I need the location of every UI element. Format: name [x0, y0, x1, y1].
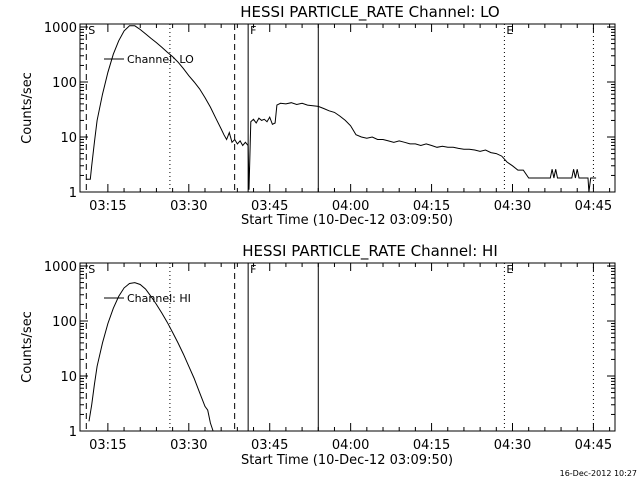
y-axis-ticks-hi: 1 10 100 1000 [44, 260, 615, 440]
y-tick-label: 1 [69, 425, 77, 440]
y-tick-label: 100 [52, 76, 77, 91]
y-tick-label: 1000 [44, 260, 77, 275]
x-tick-label: 03:15 [89, 199, 126, 214]
y-axis-label-lo: Counts/sec [20, 72, 35, 144]
y-tick-label: 10 [60, 370, 77, 385]
event-marker-label: F [250, 263, 256, 276]
legend-label-hi: Channel: HI [127, 292, 191, 305]
event-marker-label: S [88, 24, 95, 37]
legend-lo: Channel: LO [104, 53, 194, 66]
series-hi [88, 282, 214, 432]
x-tick-label: 03:30 [170, 438, 207, 453]
y-axis-ticks-lo: 1 10 100 1000 [44, 21, 615, 201]
x-tick-label: 04:45 [575, 438, 612, 453]
y-tick-label: 10 [60, 131, 77, 146]
chart-panel-lo: HESSI PARTICLE_RATE Channel: LO Counts/s… [20, 3, 616, 228]
x-tick-label: 04:30 [494, 438, 531, 453]
chart-title-hi: HESSI PARTICLE_RATE Channel: HI [242, 242, 498, 261]
chart-panel-hi: HESSI PARTICLE_RATE Channel: HI Counts/s… [20, 242, 616, 468]
event-marker-label: E [506, 24, 513, 37]
x-tick-label: 03:30 [170, 199, 207, 214]
x-axis-label-lo: Start Time (10-Dec-12 03:09:50) [241, 213, 453, 228]
series-line-lo [86, 25, 597, 193]
y-tick-label: 1000 [44, 21, 77, 36]
y-tick-label: 1 [69, 186, 77, 201]
series-line-hi [88, 282, 214, 432]
plot-frame-lo [79, 23, 616, 193]
event-marker-label: S [88, 263, 95, 276]
x-tick-label: 03:15 [89, 438, 126, 453]
x-tick-label: 04:30 [494, 199, 531, 214]
x-axis-label-hi: Start Time (10-Dec-12 03:09:50) [241, 453, 453, 468]
x-tick-label: 04:15 [413, 199, 450, 214]
x-axis-ticks-lo: 03:15 03:30 03:45 04:00 04:15 04:30 04:45 [89, 24, 612, 214]
x-tick-label: 03:45 [251, 199, 288, 214]
x-tick-label: 04:00 [332, 199, 369, 214]
x-tick-label: 04:45 [575, 199, 612, 214]
x-tick-label: 04:15 [413, 438, 450, 453]
chart-title-lo: HESSI PARTICLE_RATE Channel: LO [240, 3, 499, 22]
x-tick-label: 03:45 [251, 438, 288, 453]
footer-timestamp: 16-Dec-2012 10:27 [560, 469, 637, 478]
legend-hi: Channel: HI [104, 292, 191, 305]
legend-label-lo: Channel: LO [127, 53, 194, 66]
event-marker-label: E [506, 263, 513, 276]
event-marker-label: F [250, 24, 256, 37]
x-tick-label: 04:00 [332, 438, 369, 453]
y-tick-label: 100 [52, 315, 77, 330]
plot-frame-hi [79, 262, 616, 432]
series-lo [86, 25, 597, 193]
x-axis-ticks-hi: 03:15 03:30 03:45 04:00 04:15 04:30 04:45 [89, 263, 612, 453]
y-axis-label-hi: Counts/sec [20, 311, 35, 383]
